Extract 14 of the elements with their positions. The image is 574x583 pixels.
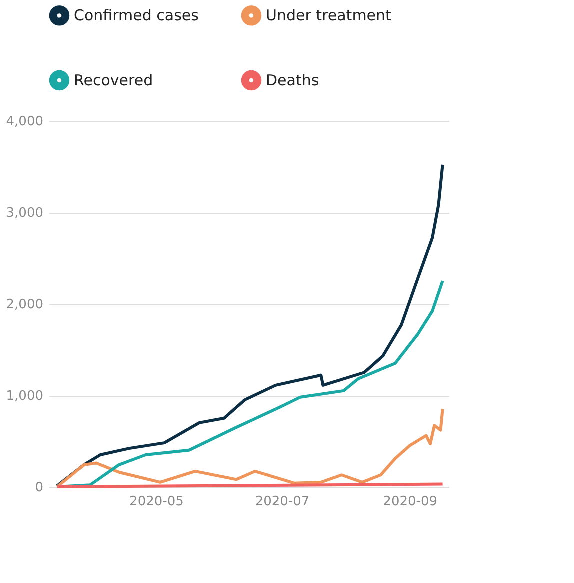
x-tick-label: 2020-07 — [255, 494, 310, 510]
y-tick-label: 4,000 — [6, 114, 44, 130]
y-tick-label: 1,000 — [6, 389, 44, 404]
y-tick-label: 3,000 — [6, 206, 44, 221]
y-tick-label: 2,000 — [6, 298, 44, 312]
x-tick-label: 2020-09 — [383, 494, 438, 510]
legend-label: Under treatment — [266, 6, 392, 25]
legend-label: Recovered — [74, 72, 154, 90]
y-tick-label: 0 — [35, 480, 44, 496]
line-series — [56, 163, 444, 488]
legend-label: Confirmed cases — [74, 6, 200, 25]
legend-label: Deaths — [266, 72, 320, 90]
line-series — [56, 408, 444, 488]
x-tick-label: 2020-05 — [130, 494, 184, 510]
